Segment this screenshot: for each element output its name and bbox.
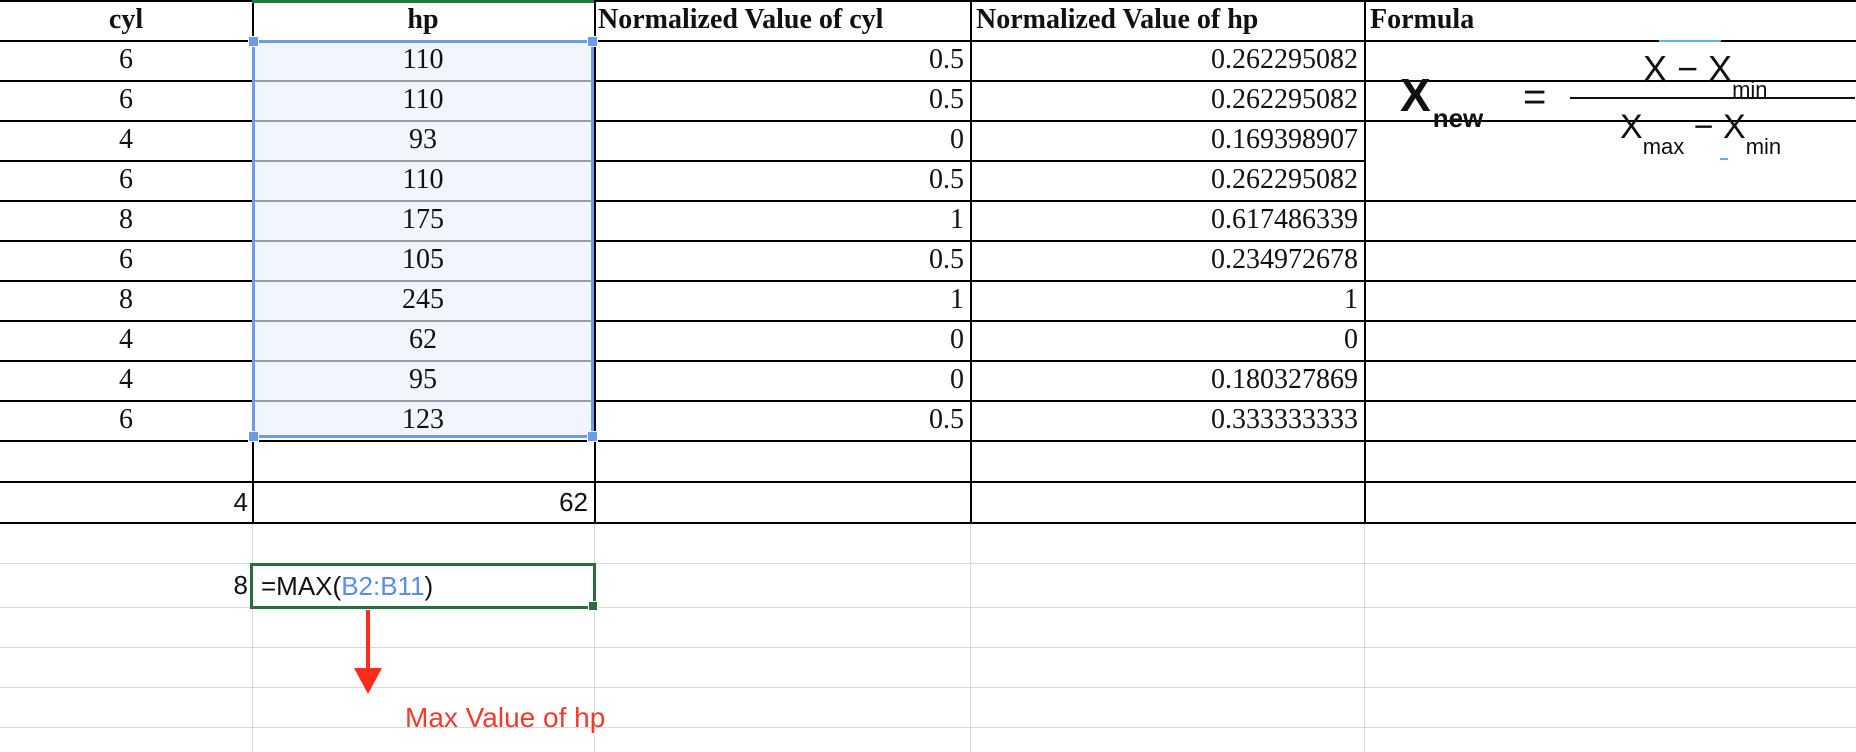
header-normalized-cyl[interactable]: Normalized Value of cyl (598, 4, 884, 35)
cell-norm-cyl[interactable]: 0 (950, 324, 964, 355)
formula-function: =MAX( (261, 571, 342, 601)
cell-norm-cyl[interactable]: 1 (950, 284, 964, 315)
active-formula-cell[interactable]: =MAX(B2:B11) (250, 563, 598, 611)
formula-numerator: X − Xmin (1643, 48, 1768, 103)
cell-hp[interactable]: 110 (402, 164, 444, 195)
cell-norm-hp[interactable]: 1 (1344, 284, 1358, 315)
cell-norm-cyl[interactable]: 0 (950, 364, 964, 395)
cell-min-hp[interactable]: 62 (559, 487, 588, 517)
formula-range-ref: B2:B11 (341, 571, 425, 601)
cell-norm-hp[interactable]: 0.262295082 (1211, 44, 1358, 75)
cell-norm-hp[interactable]: 0 (1344, 324, 1358, 355)
cell-hp[interactable]: 245 (402, 284, 444, 315)
cell-cyl[interactable]: 4 (119, 324, 133, 355)
grid-row-line (0, 563, 1856, 564)
arrow-down-icon (354, 668, 382, 694)
cell-norm-cyl[interactable]: 0 (950, 124, 964, 155)
cell-cyl[interactable]: 6 (119, 164, 133, 195)
grid-row-line (0, 687, 1856, 688)
cell-max-cyl[interactable]: 8 (233, 570, 248, 600)
cell-norm-cyl[interactable]: 0.5 (929, 44, 964, 75)
cell-norm-cyl[interactable]: 1 (950, 204, 964, 235)
fill-handle[interactable] (588, 601, 598, 611)
cell-norm-hp[interactable]: 0.234972678 (1211, 244, 1358, 275)
cell-hp[interactable]: 110 (402, 84, 444, 115)
grid-row-line (0, 727, 1856, 728)
cell-norm-hp[interactable]: 0.180327869 (1211, 364, 1358, 395)
cell-norm-cyl[interactable]: 0.5 (929, 244, 964, 275)
cell-cyl[interactable]: 8 (119, 284, 133, 315)
cell-norm-hp[interactable]: 0.262295082 (1211, 164, 1358, 195)
cell-cyl[interactable]: 6 (119, 84, 133, 115)
cell-hp[interactable]: 62 (409, 324, 437, 355)
cell-hp[interactable]: 175 (402, 204, 444, 235)
cell-norm-hp[interactable]: 0.617486339 (1211, 204, 1358, 235)
formula-accent (1720, 158, 1728, 160)
formula-close-paren: ) (424, 571, 434, 601)
formula-equals: = (1523, 75, 1547, 119)
formula-accent (1659, 40, 1721, 42)
selection-handle[interactable] (248, 36, 259, 47)
header-normalized-hp[interactable]: Normalized Value of hp (976, 4, 1259, 35)
cell-cyl[interactable]: 6 (119, 44, 133, 75)
normalization-formula-image: Xnew = X − Xmin Xmax − Xmin (1395, 40, 1855, 170)
cell-norm-hp[interactable]: 0.333333333 (1211, 404, 1358, 435)
cell-cyl[interactable]: 4 (119, 364, 133, 395)
cell-hp[interactable]: 123 (402, 404, 444, 435)
grid-row-line (0, 647, 1856, 648)
selection-handle[interactable] (587, 36, 598, 47)
range-selection-b2-b11[interactable] (248, 36, 598, 442)
formula-fraction-bar (1570, 97, 1855, 99)
header-formula[interactable]: Formula (1370, 4, 1475, 35)
cell-norm-hp[interactable]: 0.262295082 (1211, 84, 1358, 115)
grid-row-line (0, 607, 1856, 608)
selection-handle[interactable] (587, 431, 598, 442)
cell-hp[interactable]: 93 (409, 124, 437, 155)
cell-norm-cyl[interactable]: 0.5 (929, 164, 964, 195)
cell-cyl[interactable]: 8 (119, 204, 133, 235)
cell-hp[interactable]: 95 (409, 364, 437, 395)
cell-min-cyl[interactable]: 4 (233, 487, 248, 517)
header-cyl[interactable]: cyl (108, 4, 144, 35)
cell-norm-cyl[interactable]: 0.5 (929, 404, 964, 435)
header-cell-highlight (252, 0, 594, 3)
cell-cyl[interactable]: 4 (119, 124, 133, 155)
cell-hp[interactable]: 105 (402, 244, 444, 275)
selection-handle[interactable] (248, 431, 259, 442)
formula-denominator: Xmax − Xmin (1620, 108, 1782, 159)
header-hp[interactable]: hp (407, 4, 439, 35)
formula-text: =MAX(B2:B11) (261, 566, 433, 606)
annotation-label: Max Value of hp (405, 702, 606, 733)
formula-lhs: Xnew (1400, 69, 1484, 134)
cell-hp[interactable]: 110 (402, 44, 444, 75)
cell-norm-hp[interactable]: 0.169398907 (1211, 124, 1358, 155)
cell-cyl[interactable]: 6 (119, 404, 133, 435)
cell-norm-cyl[interactable]: 0.5 (929, 84, 964, 115)
annotation-arrow-shaft (366, 610, 370, 670)
cell-cyl[interactable]: 6 (119, 244, 133, 275)
